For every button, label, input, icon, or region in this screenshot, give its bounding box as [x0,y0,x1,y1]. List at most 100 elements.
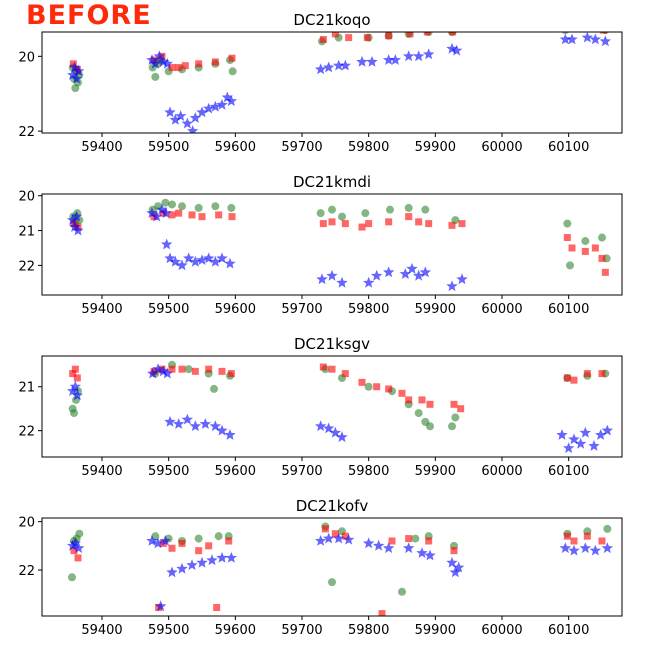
blue-point [373,539,385,551]
panel-3: DC21ksgv 59400 59500 59600 59700 59800 59900 60… [18,335,623,479]
red-point [341,532,349,540]
x-tick-label: 59500 [148,140,189,155]
y-tick-label: 22 [18,564,35,579]
blue-point [581,32,593,43]
red-point [568,244,576,252]
red-point [168,544,176,552]
x-tick-label: 59700 [281,623,322,638]
red-point [69,370,77,378]
red-point [564,25,571,32]
blue-point [146,535,158,546]
x-tick-label: 60100 [548,140,589,155]
red-point [418,396,426,404]
red-point [385,32,393,40]
red-point [168,64,176,72]
green-point [68,573,76,582]
blue-point [339,59,351,71]
blue-point [315,63,327,75]
blue-point [186,559,198,570]
red-point [385,218,393,226]
blue-point [225,551,237,563]
blue-point [67,214,79,225]
red-point [363,34,371,42]
x-tick-label: 59500 [148,464,189,479]
blue-point [588,440,600,451]
blue-point [166,566,178,578]
blue-point [146,207,158,218]
x-tick-label: 60000 [481,464,522,479]
blue-point [173,418,185,429]
blue-point [189,112,201,123]
blue-point [363,537,375,549]
y-tick-label: 22 [18,425,35,440]
panel-4: DC21kofv 59400 59500 59600 59700 59800 59900 60… [18,497,623,638]
y-tick-label: 22 [18,125,35,140]
red-point [398,389,406,397]
blue-point [336,431,348,443]
green-point [421,205,430,214]
green-point [328,578,336,587]
blue-point [183,252,195,264]
green-point [151,532,160,541]
blue-point [323,61,335,73]
green-point [168,200,176,209]
blue-point [160,207,172,218]
red-point [358,378,366,386]
blue-point [413,269,425,281]
green-point [386,205,394,214]
blue-point [315,420,327,432]
blue-point [164,415,176,427]
blue-point [196,106,208,118]
y-tick-label: 20 [18,516,35,531]
blue-point [315,535,327,546]
blue-point [329,426,341,438]
red-point [331,32,339,38]
red-point [175,64,183,72]
panel-2: DC21kmdi 59400 59500 59600 59700 59800 59900 60… [18,173,623,317]
y-tick-label: 21 [18,225,35,240]
blue-point [599,35,611,47]
green-point [561,32,569,35]
blue-point [333,59,345,71]
red-point [448,221,456,229]
green-point [566,261,574,270]
x-tick-label: 59900 [415,140,456,155]
blue-point [196,254,208,265]
red-point [425,537,433,545]
blue-point [164,106,176,118]
blue-point [595,429,607,440]
green-point [598,233,606,242]
blue-point [216,252,228,264]
green-point [210,384,218,393]
red-point [341,220,349,228]
blue-point [209,100,221,112]
green-point [398,587,406,596]
blue-point [209,255,221,267]
blue-point [189,255,201,267]
red-point [319,35,327,43]
red-point [426,400,434,408]
green-point [161,198,170,207]
blue-point [446,42,458,54]
red-point [331,530,339,538]
blue-point [363,276,375,288]
red-point [198,213,206,221]
red-point [69,60,77,68]
blue-point [199,418,211,429]
x-tick-label: 59700 [281,140,322,155]
red-point [227,370,235,378]
red-point [319,363,327,371]
x-tick-label: 59600 [215,302,256,317]
red-point [328,365,336,373]
red-point [388,537,396,545]
red-point [213,604,221,612]
x-tick-label: 59600 [215,464,256,479]
red-point [73,374,81,382]
panel-title: DC21koqo [293,11,370,29]
red-point [599,32,607,34]
blue-point [156,203,168,215]
green-point [585,32,589,33]
x-tick-label: 59500 [148,623,189,638]
blue-point [601,424,613,436]
